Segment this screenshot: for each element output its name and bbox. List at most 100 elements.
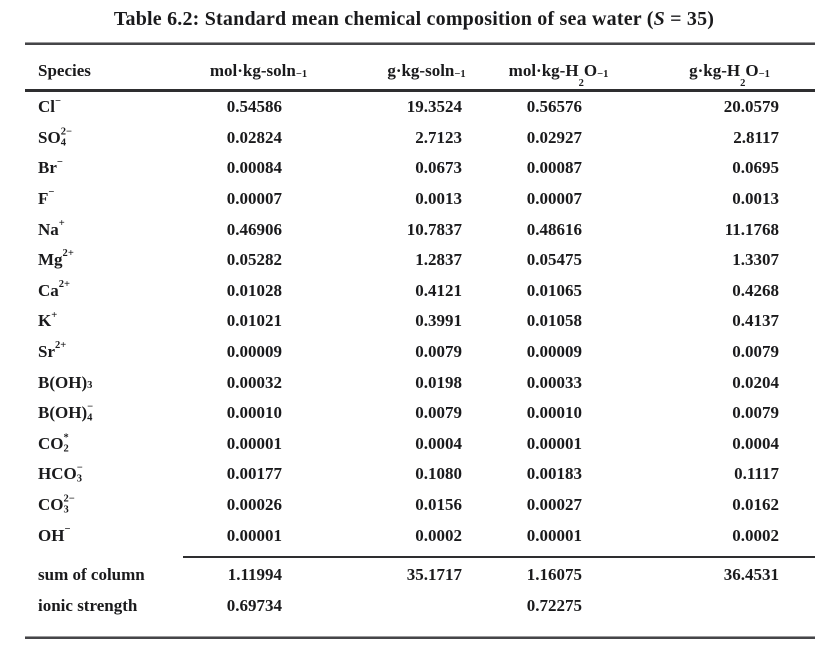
value-cell: 0.00001 [526,525,582,545]
value-cell: 0.0673 [415,158,462,178]
species-cell: HCO −3 [38,462,83,485]
footer-divider-rule [183,556,815,558]
value-cell: 0.0198 [415,372,462,392]
value-cell: 0.05475 [526,250,582,270]
value-cell: 0.01065 [526,280,582,300]
value-cell: 0.00084 [226,158,282,178]
value-cell: 0.0002 [732,525,779,545]
value-cell: 19.3524 [406,97,462,117]
value-cell: 0.00027 [526,495,582,515]
value-cell: 0.4121 [415,280,462,300]
caption-suffix: = 35) [664,8,715,30]
column-header-unit: g·kg-soln −1 [387,61,466,81]
species-cell: Br − [38,156,63,178]
species-cell: Na + [38,217,65,239]
species-cell: B(OH) 3 [38,372,93,392]
value-cell: 0.00087 [526,158,582,178]
species-cell: SO 2− 4 [38,126,72,149]
value-cell: 0.01058 [526,311,582,331]
value-cell: 20.0579 [723,97,779,117]
column-header-unit: mol·kg-H 2 O −1 [508,61,609,89]
value-cell: 0.0695 [732,158,779,178]
value-cell: 0.00001 [526,433,582,453]
value-cell: 0.0156 [415,495,462,515]
value-cell: 0.00026 [226,495,282,515]
value-cell: 0.00033 [526,372,582,392]
species-cell: Mg 2+ [38,248,74,270]
table-body: Cl − 0.54586 19.3524 0.56576 20.0579 SO 2− 4 0.02… [25,92,815,551]
table-footer: sum of column 1.11994 35.1717 1.16075 36.453… [25,559,815,622]
footer-value-cell: 35.1717 [406,564,462,584]
column-header-unit: g·kg-H 2 O −1 [689,61,770,89]
caption-text: Table 6.2: Standard mean chemical compos… [113,8,654,30]
value-cell: 1.3307 [732,250,779,270]
footer-value-cell [300,591,465,623]
value-cell: 0.00183 [526,464,582,484]
value-cell: 11.1768 [724,219,779,239]
value-cell: 0.02824 [226,127,282,147]
footer-value-cell: 1.11994 [227,564,282,584]
value-cell: 0.01021 [226,311,282,331]
value-cell: 0.01028 [226,280,282,300]
column-header-unit: mol·kg-soln −1 [209,61,308,81]
footer-value-cell: 0.72275 [526,596,582,616]
value-cell: 0.1117 [734,464,779,484]
species-cell: B(OH) −4 [38,401,94,424]
table-header-row: Species mol·kg-soln −1 g·kg-soln −1 mol·kg-H 2… [25,48,815,89]
value-cell: 0.00001 [226,433,282,453]
footer-value-cell: 0.69734 [226,596,282,616]
value-cell: 0.0013 [732,189,779,209]
value-cell: 10.7837 [406,219,462,239]
species-cell: CO 2− 3 [38,493,75,516]
value-cell: 0.56576 [526,97,582,117]
value-cell: 0.54586 [226,97,282,117]
species-cell: F − [38,187,55,209]
value-cell: 0.4137 [732,311,779,331]
value-cell: 0.00009 [226,342,282,362]
value-cell: 0.0079 [732,403,779,423]
footer-value-cell [600,591,815,623]
value-cell: 0.0204 [732,372,779,392]
species-cell: K + [38,309,58,331]
value-cell: 0.48616 [526,219,582,239]
value-cell: 0.00001 [226,525,282,545]
value-cell: 0.00009 [526,342,582,362]
value-cell: 0.0004 [415,433,462,453]
table-caption: Table 6.2: Standard mean chemical compos… [0,8,828,31]
value-cell: 0.3991 [415,311,462,331]
value-cell: 0.00032 [226,372,282,392]
species-cell: CO * 2 [38,432,69,455]
footer-label: ionic strength [38,596,138,616]
value-cell: 2.8117 [733,127,779,147]
value-cell: 0.0079 [415,342,462,362]
species-cell: Sr 2+ [38,340,67,362]
value-cell: 0.4268 [732,280,779,300]
column-header-species: Species [38,61,91,80]
species-cell: Cl − [38,95,62,117]
table-top-rule [25,42,815,45]
footer-label: sum of column [38,564,145,584]
value-cell: 0.1080 [415,464,462,484]
footer-value-cell: 1.16075 [526,564,582,584]
value-cell: 0.0079 [732,342,779,362]
species-cell: Ca 2+ [38,279,71,300]
value-cell: 0.0162 [732,495,779,515]
value-cell: 1.2837 [415,250,462,270]
value-cell: 0.05282 [226,250,282,270]
value-cell: 0.0004 [732,433,779,453]
footer-value-cell: 36.4531 [723,564,779,584]
value-cell: 0.00010 [226,403,282,423]
value-cell: 0.00010 [526,403,582,423]
value-cell: 0.46906 [226,219,282,239]
value-cell: 0.00007 [526,189,582,209]
value-cell: 0.0079 [415,403,462,423]
value-cell: 0.00177 [226,464,282,484]
table-bottom-rule [25,636,815,639]
value-cell: 0.02927 [526,127,582,147]
species-cell: OH − [38,523,71,545]
header-divider-rule [25,89,815,92]
value-cell: 0.0013 [415,189,462,209]
caption-salinity-symbol: S [653,8,665,30]
value-cell: 0.00007 [226,189,282,209]
